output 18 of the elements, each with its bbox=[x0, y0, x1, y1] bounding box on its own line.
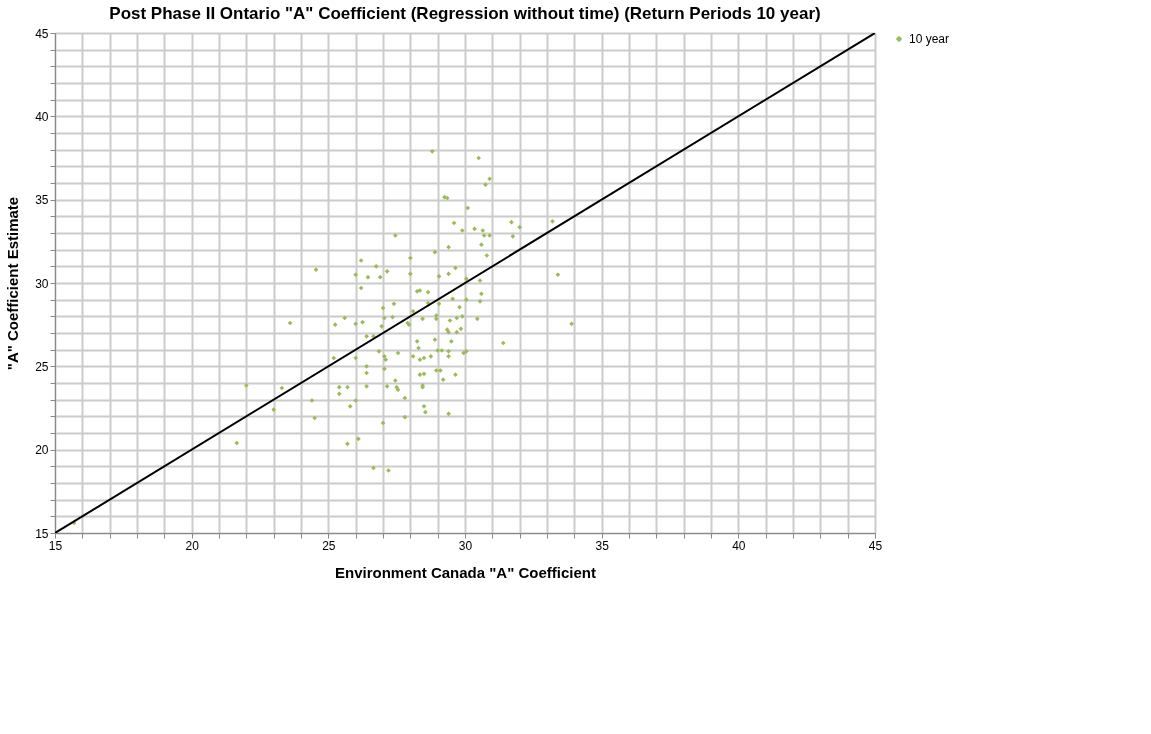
x-tick-label: 30 bbox=[458, 538, 473, 553]
x-tick-label: 35 bbox=[595, 538, 610, 553]
x-tick-label: 15 bbox=[48, 538, 63, 553]
y-tick-label: 30 bbox=[35, 276, 49, 291]
x-tick-label: 20 bbox=[185, 538, 200, 553]
y-tick-label: 35 bbox=[35, 193, 49, 208]
chart-title: Post Phase II Ontario "A" Coefficient (Regression without time) (Return Periods 10 year) bbox=[109, 4, 821, 23]
x-axis-title: Environment Canada "A" Coefficient bbox=[335, 563, 596, 581]
y-tick-label: 20 bbox=[35, 443, 49, 458]
y-tick-label: 15 bbox=[35, 526, 49, 541]
y-tick-label: 25 bbox=[35, 359, 49, 374]
x-tick-label: 45 bbox=[868, 538, 883, 553]
y-axis-title: "A" Coefficient Estimate bbox=[4, 196, 22, 371]
y-tick-label: 40 bbox=[35, 109, 49, 124]
x-tick-label: 40 bbox=[732, 538, 746, 553]
x-tick-label: 25 bbox=[322, 538, 336, 553]
legend-label: 10 year bbox=[909, 32, 950, 46]
y-tick-label: 45 bbox=[35, 26, 49, 41]
